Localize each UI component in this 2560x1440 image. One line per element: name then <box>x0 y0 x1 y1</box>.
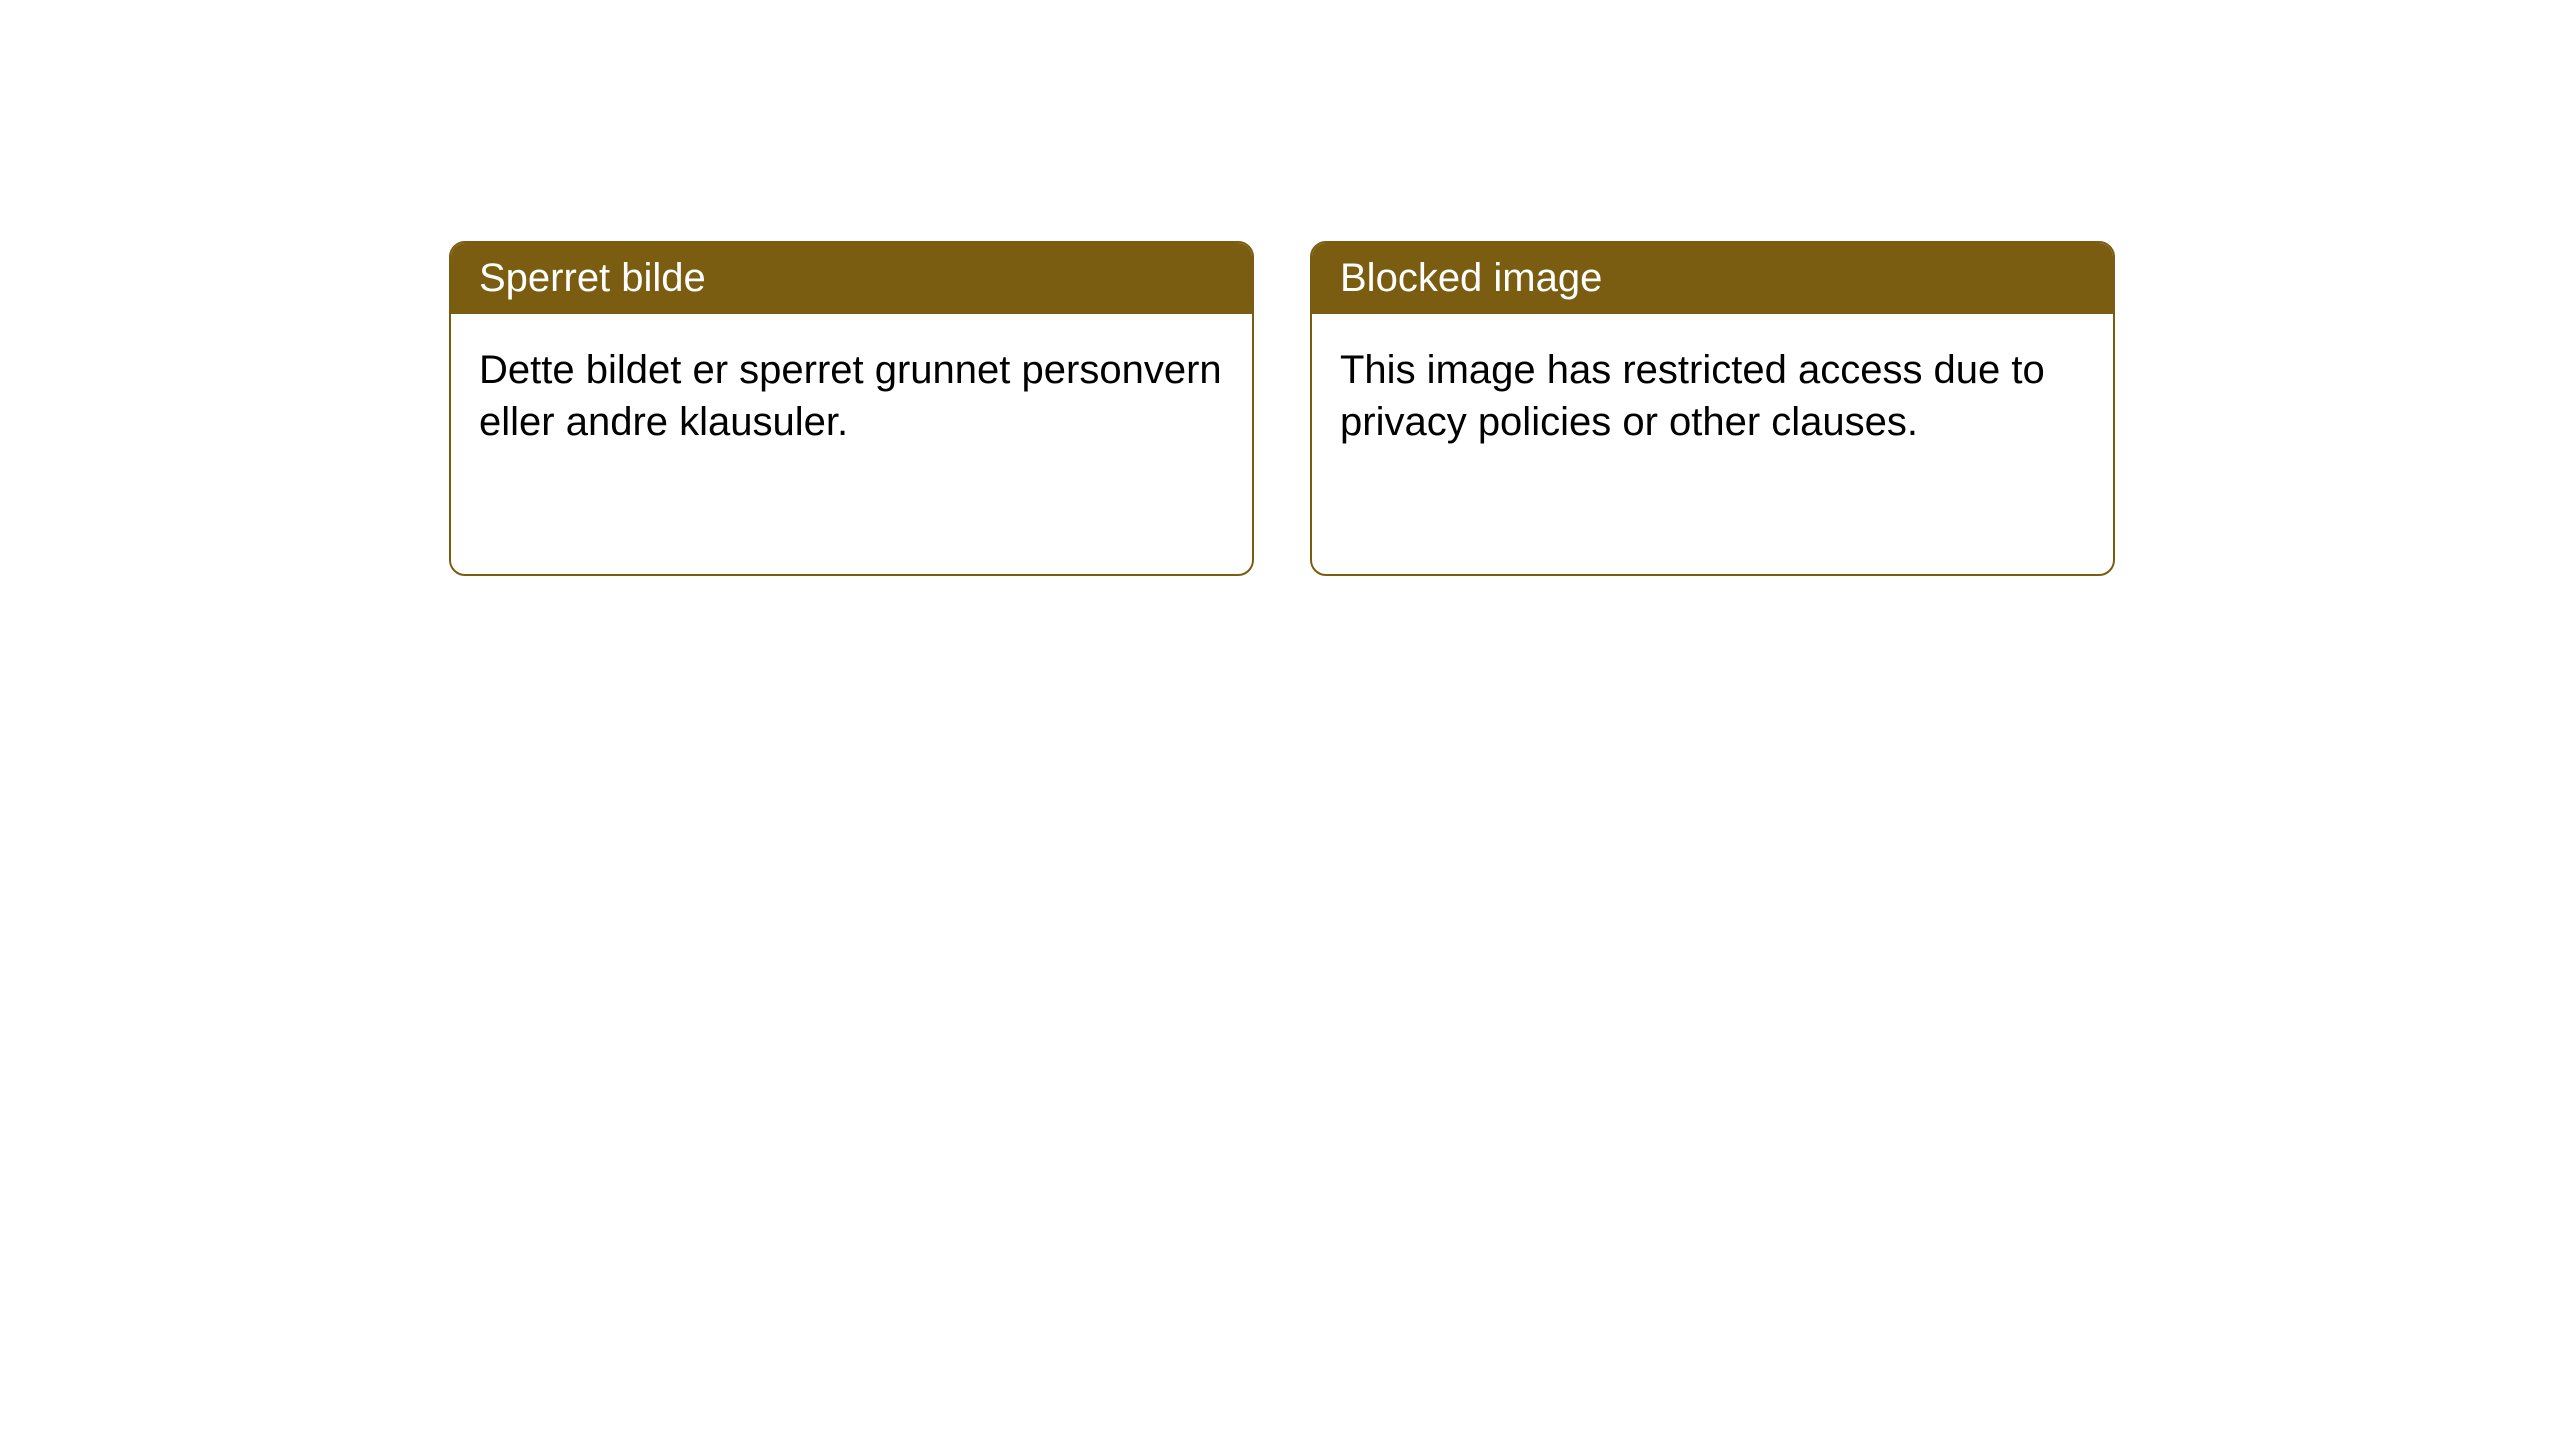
card-title-no: Sperret bilde <box>479 256 706 300</box>
card-text-no: Dette bildet er sperret grunnet personve… <box>479 348 1222 444</box>
notice-container: Sperret bilde Dette bildet er sperret gr… <box>449 241 2115 576</box>
blocked-image-card-en: Blocked image This image has restricted … <box>1310 241 2115 576</box>
card-text-en: This image has restricted access due to … <box>1340 348 2045 444</box>
card-body-en: This image has restricted access due to … <box>1312 314 2113 478</box>
card-header-en: Blocked image <box>1312 243 2113 314</box>
card-title-en: Blocked image <box>1340 256 1602 300</box>
blocked-image-card-no: Sperret bilde Dette bildet er sperret gr… <box>449 241 1254 576</box>
card-body-no: Dette bildet er sperret grunnet personve… <box>451 314 1252 478</box>
card-header-no: Sperret bilde <box>451 243 1252 314</box>
